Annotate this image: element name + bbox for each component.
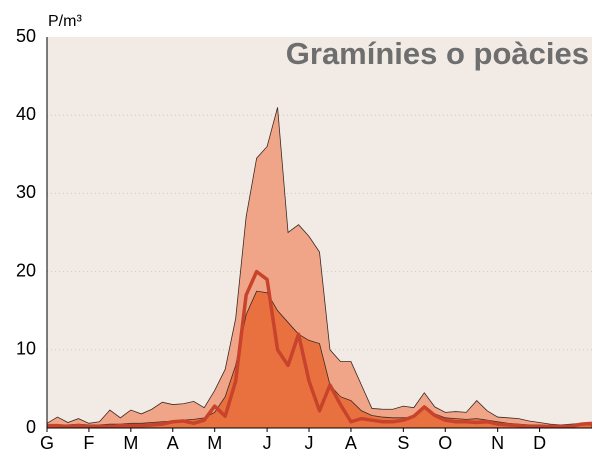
x-tick-label: A xyxy=(345,433,357,453)
y-tick-label: 10 xyxy=(16,339,36,359)
y-tick-label: 40 xyxy=(16,104,36,124)
y-axis-label: P/m³ xyxy=(48,13,82,30)
x-tick-label: G xyxy=(40,433,54,453)
area xyxy=(46,107,592,429)
x-tick-label: J xyxy=(305,433,314,453)
x-tick-label: J xyxy=(263,433,272,453)
x-tick-label: A xyxy=(167,433,179,453)
x-tick-label: N xyxy=(491,433,504,453)
x-tick-label: M xyxy=(123,433,138,453)
line xyxy=(47,269,592,429)
y-tick-label: 50 xyxy=(16,26,36,46)
x-tick-label: F xyxy=(83,433,94,453)
x-tick-label: O xyxy=(438,433,452,453)
y-tick-label: 0 xyxy=(26,417,36,437)
x-tick-label: S xyxy=(397,433,409,453)
y-tick-label: 20 xyxy=(16,260,36,280)
x-tick-label: M xyxy=(207,433,222,453)
x-tick-label: D xyxy=(533,433,546,453)
y-tick-label: 30 xyxy=(16,182,36,202)
chart-title: Gramínies o poàcies xyxy=(286,36,589,71)
